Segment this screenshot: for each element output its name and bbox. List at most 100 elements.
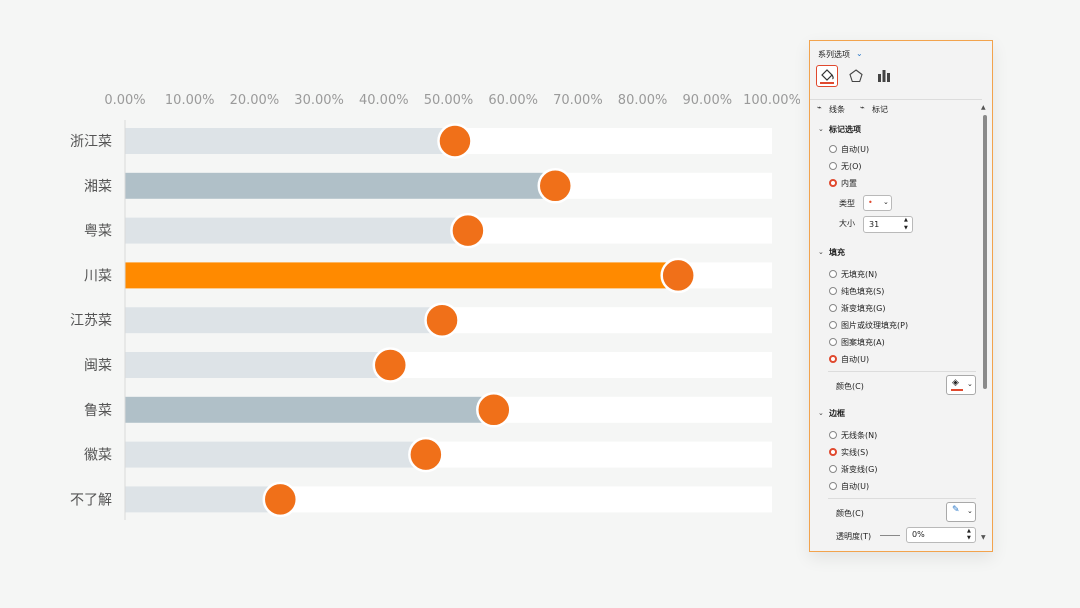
x-tick-label: 10.00% — [165, 93, 215, 108]
tab-divider — [810, 99, 982, 100]
x-tick-label: 60.00% — [488, 93, 538, 108]
transparency-label: 透明度(T) — [836, 532, 872, 541]
x-tick-label: 0.00% — [104, 93, 145, 108]
x-axis-ticks: 0.00% 10.00% 20.00% 30.00% 40.00% 50.00% 60.00… — [104, 93, 800, 108]
fill-option-picture: 图片或纹理填充(P) — [841, 321, 909, 330]
chevron-down-icon[interactable]: ⌄ — [856, 49, 863, 58]
radio-fill-auto[interactable] — [829, 355, 837, 363]
category-label: 粤菜 — [84, 224, 112, 240]
collapse-caret-icon[interactable]: ⌄ — [818, 125, 824, 133]
category-label: 不了解 — [70, 492, 112, 508]
marker-type-select[interactable]: • ⌄ — [863, 195, 892, 211]
radio-marker-none[interactable] — [829, 162, 837, 170]
subtab-line[interactable]: 线条 — [829, 105, 845, 114]
marker-size-value: 31 — [869, 220, 880, 229]
fill-title[interactable]: 填充 — [829, 248, 845, 257]
fill-color-button[interactable]: ◈ ⌄ — [946, 375, 976, 395]
paint-bucket-icon — [820, 69, 834, 84]
bar — [125, 128, 455, 154]
marker-point — [424, 302, 460, 338]
radio-marker-builtin[interactable] — [829, 179, 837, 187]
transparency-slider[interactable] — [880, 535, 900, 536]
marker-type-label: 类型 — [839, 199, 855, 208]
marker-point — [476, 392, 512, 428]
radio-fill-none[interactable] — [829, 270, 837, 278]
format-series-panel: 系列选项 ⌄ ⌁ 线条 ⌁ 标记 ⌄ 标记选项 自动(U) 无(O) 内置 类型… — [809, 40, 993, 552]
spin-down-icon[interactable]: ▼ — [967, 535, 971, 541]
x-tick-label: 30.00% — [294, 93, 344, 108]
transparency-spinner[interactable]: 0% ▲ ▼ — [906, 527, 976, 543]
radio-border-auto[interactable] — [829, 482, 837, 490]
spin-up-icon[interactable]: ▲ — [967, 528, 971, 534]
marker-option-auto: 自动(U) — [841, 145, 870, 154]
marker-point — [408, 436, 444, 473]
category-label: 闽菜 — [84, 358, 112, 374]
radio-fill-solid[interactable] — [829, 287, 837, 295]
x-tick-label: 90.00% — [683, 93, 733, 108]
marker-option-none: 无(O) — [841, 162, 862, 171]
radio-fill-pattern[interactable] — [829, 338, 837, 346]
x-tick-label: 40.00% — [359, 93, 409, 108]
category-label: 川菜 — [84, 268, 112, 284]
radio-fill-picture[interactable] — [829, 321, 837, 329]
x-tick-label: 20.00% — [230, 93, 280, 108]
scroll-up-arrow-icon[interactable]: ▲ — [981, 104, 986, 111]
fill-line-tab[interactable] — [816, 65, 838, 87]
panel-header-title[interactable]: 系列选项 — [818, 50, 850, 59]
marker-size-label: 大小 — [839, 219, 855, 228]
marker-point — [262, 481, 299, 518]
radio-border-none[interactable] — [829, 431, 837, 439]
bar — [125, 486, 281, 513]
transparency-value: 0% — [912, 530, 925, 539]
dropdown-caret-icon: ⌄ — [883, 198, 889, 206]
scrollbar-thumb[interactable] — [983, 115, 987, 389]
spin-down-icon[interactable]: ▼ — [904, 225, 908, 231]
collapse-caret-icon[interactable]: ⌄ — [818, 409, 824, 417]
border-divider — [828, 498, 976, 499]
marker-dot-icon: • — [868, 198, 873, 207]
border-color-button[interactable]: ✎ ⌄ — [946, 502, 976, 522]
scroll-down-arrow-icon[interactable]: ▼ — [981, 534, 986, 541]
pen-icon: ✎ — [952, 505, 960, 515]
border-option-solid: 实线(S) — [841, 448, 869, 457]
x-tick-label: 80.00% — [618, 93, 668, 108]
border-option-none: 无线条(N) — [841, 431, 878, 440]
border-title[interactable]: 边框 — [829, 409, 845, 418]
bar — [125, 396, 494, 423]
marker-point — [537, 168, 574, 204]
radio-border-solid[interactable] — [829, 448, 837, 456]
marker-point — [372, 347, 409, 383]
x-tick-label: 50.00% — [424, 93, 474, 108]
bar — [125, 262, 679, 289]
subtab-marker[interactable]: 标记 — [872, 105, 888, 114]
color-swatch — [951, 389, 963, 391]
spin-up-icon[interactable]: ▲ — [904, 217, 908, 223]
bar — [125, 352, 391, 378]
bar-chart: 0.00% 10.00% 20.00% 30.00% 40.00% 50.00% 60.00… — [70, 93, 800, 520]
collapse-caret-icon[interactable]: ⌄ — [818, 248, 824, 256]
marker-size-spinner[interactable]: 31 ▲ ▼ — [863, 216, 913, 233]
marker-point — [450, 212, 486, 249]
radio-border-gradient[interactable] — [829, 465, 837, 473]
marker-options-title[interactable]: 标记选项 — [829, 125, 861, 134]
bar — [125, 307, 443, 334]
dropdown-caret-icon: ⌄ — [967, 507, 973, 515]
dropdown-caret-icon: ⌄ — [967, 380, 973, 388]
series-options-tab[interactable] — [876, 68, 892, 86]
markers — [262, 123, 696, 518]
effects-tab[interactable] — [848, 68, 864, 86]
bar — [125, 441, 426, 468]
bar — [125, 217, 468, 244]
radio-fill-gradient[interactable] — [829, 304, 837, 312]
marker-option-builtin: 内置 — [841, 179, 857, 188]
category-label: 鲁菜 — [84, 403, 112, 419]
marker-line-icon: ⌁ — [860, 103, 865, 112]
column-chart-icon — [878, 70, 890, 82]
pentagon-icon — [849, 69, 863, 83]
marker-point — [660, 257, 696, 294]
bar — [125, 172, 556, 199]
radio-marker-auto[interactable] — [829, 145, 837, 153]
fill-color-label: 颜色(C) — [836, 382, 864, 391]
border-option-auto: 自动(U) — [841, 482, 870, 491]
